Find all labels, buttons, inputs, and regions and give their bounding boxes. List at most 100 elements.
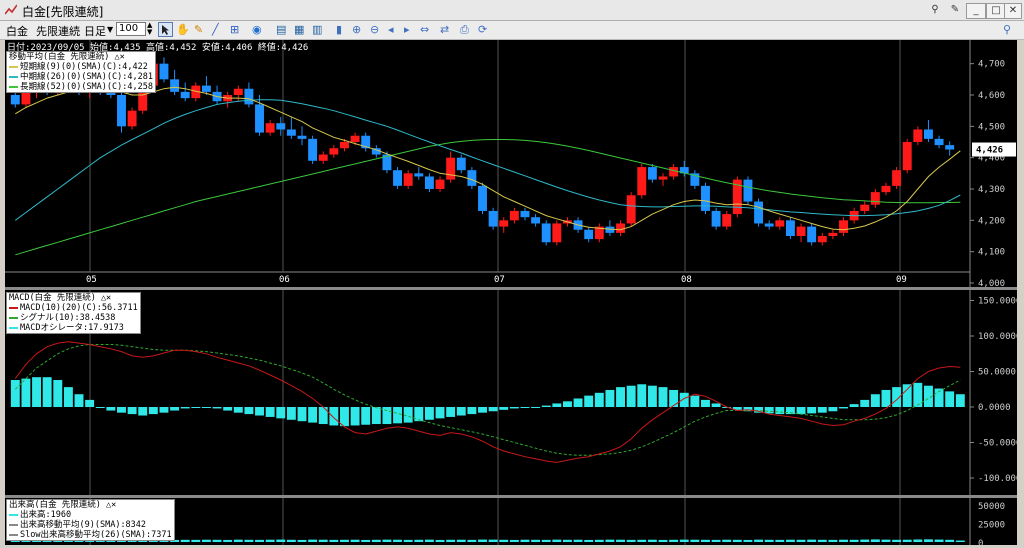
volume-bar bbox=[499, 539, 509, 542]
candle-body bbox=[701, 185, 710, 211]
oscillator-bar bbox=[265, 407, 275, 417]
oscillator-bar bbox=[647, 385, 657, 407]
volume-panel: 50000 25000 0 出来高(白金 先限連続) △✕ 出来高:1960 出来高移動… bbox=[5, 498, 1017, 548]
volume-bar bbox=[669, 539, 679, 542]
legend-text: MACD(10)(20)(C):56.3711 bbox=[20, 303, 138, 313]
oscillator-bar bbox=[63, 387, 73, 407]
legend-swatch bbox=[9, 86, 18, 88]
scroll-right-icon[interactable]: ▸ bbox=[404, 23, 410, 36]
candle-body bbox=[201, 85, 211, 92]
spin-icon[interactable]: ▲ ▼ bbox=[147, 21, 153, 36]
volume-bar bbox=[828, 539, 838, 542]
candle-body bbox=[743, 179, 753, 202]
oscillator-bar bbox=[329, 407, 339, 426]
legend-header: 移動平均(白金 先限連続) △✕ bbox=[9, 52, 125, 62]
chart-type-icon[interactable]: ▤ bbox=[276, 23, 287, 36]
macd-legend[interactable]: MACD(白金 先限連続) △✕ MACD(10)(20)(C):56.3711 シ… bbox=[6, 292, 141, 334]
candle-body bbox=[870, 192, 880, 205]
panel-divider[interactable] bbox=[5, 495, 1017, 498]
macd-chart[interactable]: 150.0000 100.0000 50.0000 0.0000 -50.0000 -10… bbox=[5, 290, 1024, 495]
volume-bar bbox=[414, 539, 424, 542]
oscillator-bar bbox=[934, 388, 944, 407]
pin-icon[interactable]: ✎ bbox=[950, 4, 960, 15]
candle-body bbox=[913, 129, 923, 142]
price-tick-label: 4,300 bbox=[978, 185, 1005, 195]
pencil-icon[interactable]: ✎ bbox=[194, 23, 204, 36]
volume-bar bbox=[329, 539, 339, 542]
oscillator-bar bbox=[849, 404, 859, 407]
trend-line-icon[interactable]: ╱ bbox=[212, 23, 219, 36]
month-label: 06 bbox=[279, 275, 290, 285]
oscillator-bar bbox=[775, 407, 785, 415]
volume-bar bbox=[796, 539, 806, 542]
volume-legend[interactable]: 出来高(白金 先限連続) △✕ 出来高:1960 出来高移動平均(9)(SMA):8… bbox=[6, 499, 175, 541]
chart-app-icon bbox=[5, 4, 17, 15]
measure-icon[interactable]: ⊞ bbox=[230, 23, 240, 36]
volume-bar bbox=[764, 539, 774, 542]
candle-body bbox=[371, 148, 381, 155]
link-icon[interactable]: ⚲ bbox=[931, 4, 939, 15]
hand-icon[interactable]: ✋ bbox=[176, 23, 190, 36]
candle-body bbox=[934, 138, 944, 146]
volume-tick-label: 0 bbox=[978, 539, 983, 545]
candle-body bbox=[478, 185, 487, 211]
cursor-icon[interactable] bbox=[158, 22, 173, 37]
volume-bar bbox=[711, 539, 721, 542]
scroll-left-icon[interactable]: ◂ bbox=[388, 23, 394, 36]
candle-body bbox=[424, 176, 434, 189]
legend-swatch bbox=[9, 307, 18, 309]
bars-count-input[interactable]: 100 bbox=[116, 22, 146, 36]
minimize-button[interactable]: _ bbox=[966, 3, 986, 19]
maximize-button[interactable]: □ bbox=[986, 3, 1006, 19]
candle-body bbox=[860, 204, 870, 211]
print-icon[interactable]: ⎙ bbox=[460, 23, 469, 36]
volume-bar bbox=[361, 539, 371, 542]
oscillator-bar bbox=[244, 407, 254, 415]
bar-chart-icon[interactable]: ▮ bbox=[336, 23, 343, 36]
volume-bar bbox=[807, 539, 817, 542]
toolbar-contract-label[interactable]: 先限連続 bbox=[36, 25, 80, 38]
oscillator-bar bbox=[531, 407, 541, 408]
ma-legend[interactable]: 移動平均(白金 先限連続) △✕ 短期線(9)(0)(SMA)(C):4,422 中… bbox=[6, 51, 156, 93]
panel-divider[interactable] bbox=[5, 287, 1017, 290]
oscillator-bar bbox=[955, 394, 965, 407]
period-select[interactable]: 日足 bbox=[84, 25, 106, 38]
indicator-icon[interactable]: ▦ bbox=[294, 23, 305, 36]
close-button[interactable]: ✕ bbox=[1004, 3, 1022, 19]
candle-body bbox=[329, 148, 339, 155]
candle-body bbox=[923, 129, 933, 139]
oscillator-bar bbox=[297, 407, 307, 422]
price-chart[interactable]: 05 06 07 08 09 4,700 4,600 4,500 4,400 4,300 4,200… bbox=[5, 40, 1017, 289]
search-icon[interactable]: ⚲ bbox=[1003, 23, 1012, 36]
volume-bar bbox=[265, 539, 275, 542]
candle-body bbox=[541, 223, 551, 243]
candle-body bbox=[775, 220, 785, 227]
oscillator-bar bbox=[32, 377, 42, 407]
oscillator-bar bbox=[159, 407, 169, 413]
volume-bar bbox=[934, 539, 944, 542]
zoom-out-icon[interactable]: ⊖ bbox=[370, 23, 380, 36]
ma-long-line bbox=[15, 139, 961, 256]
candle-body bbox=[520, 210, 530, 218]
volume-bar bbox=[255, 539, 264, 542]
refresh-icon[interactable]: ⟳ bbox=[478, 23, 488, 36]
compress-icon[interactable]: ⇄ bbox=[440, 23, 450, 36]
expand-icon[interactable]: ⇔ bbox=[420, 23, 430, 36]
oscillator-bar bbox=[414, 407, 424, 422]
chart-toolbar: 白金 先限連続 日足 ▼ 100 ▲ ▼ ✋ ✎ ╱ ⊞ ◉ ▤ ▦ ▥ ▮ ⊕ … bbox=[0, 21, 1024, 40]
oscillator-bar bbox=[127, 407, 137, 415]
oscillator-bar bbox=[478, 407, 487, 413]
oscillator-bar bbox=[286, 407, 296, 420]
compass-icon[interactable]: ◉ bbox=[252, 23, 262, 36]
candle-body bbox=[170, 79, 180, 92]
zoom-in-icon[interactable]: ⊕ bbox=[352, 23, 362, 36]
legend-entry: 短期線(9)(0)(SMA)(C):4,422 bbox=[9, 62, 153, 72]
candle-body bbox=[488, 210, 498, 227]
legend-entry: Slow出来高移動平均(26)(SMA):7371 bbox=[9, 530, 172, 540]
chevron-down-icon[interactable]: ▼ bbox=[107, 25, 114, 34]
oscillator-bar bbox=[764, 407, 774, 414]
candle-body bbox=[839, 220, 848, 233]
candle-body bbox=[499, 220, 509, 227]
toolbar-commodity-label[interactable]: 白金 bbox=[6, 25, 28, 38]
table-icon[interactable]: ▥ bbox=[312, 23, 323, 36]
